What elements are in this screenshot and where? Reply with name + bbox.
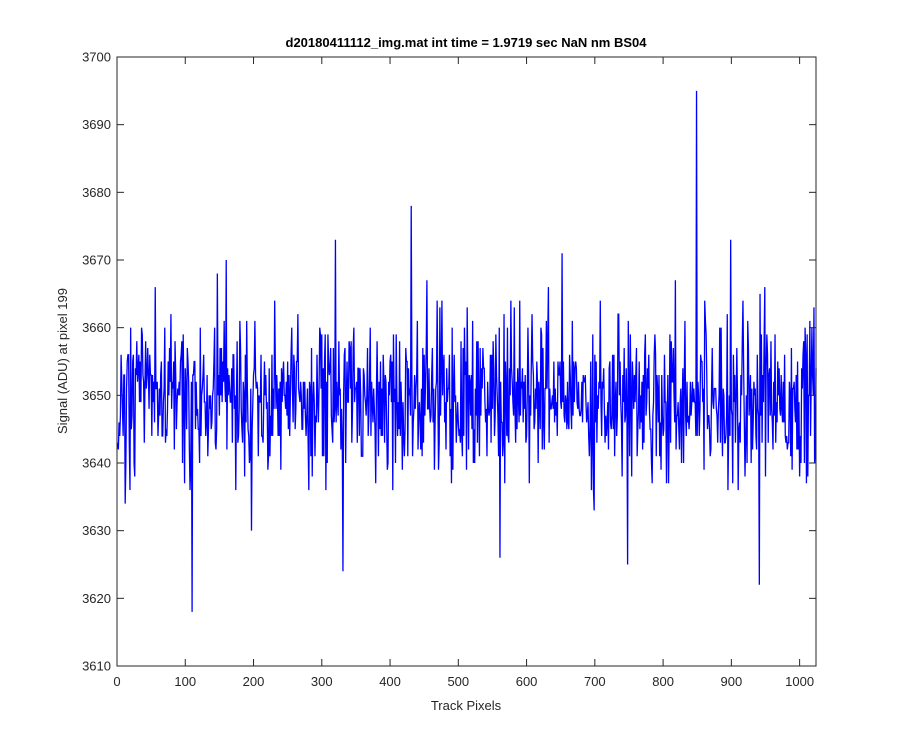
y-tick-label: 3640 [82, 456, 111, 471]
y-tick-label: 3610 [82, 659, 111, 674]
x-tick-label: 500 [447, 674, 469, 689]
y-tick-label: 3690 [82, 117, 111, 132]
x-tick-label: 400 [379, 674, 401, 689]
axes-box [116, 56, 817, 667]
x-tick-label: 200 [243, 674, 265, 689]
y-axis-label: Signal (ADU) at pixel 199 [55, 288, 70, 434]
chart-title: d20180411112_img.mat int time = 1.9719 s… [286, 35, 648, 50]
y-tick-label: 3630 [82, 523, 111, 538]
y-tick-label: 3620 [82, 591, 111, 606]
y-tick-label: 3650 [82, 388, 111, 403]
y-tick-label: 3670 [82, 253, 111, 268]
series-layer [117, 90, 817, 612]
x-tick-label: 300 [311, 674, 333, 689]
x-tick-label: 600 [516, 674, 538, 689]
series-line [117, 90, 817, 612]
x-tick-label: 1000 [785, 674, 814, 689]
y-tick-label: 3680 [82, 185, 111, 200]
x-tick-label: 0 [113, 674, 120, 689]
x-axis-label: Track Pixels [431, 698, 502, 713]
y-tick-group: 3610 3620 3630 3640 3650 3660 3670 3680 3690 3700 [82, 50, 816, 674]
x-tick-group: 0 100 200 300 400 500 600 700 800 900 1000 [113, 57, 814, 689]
x-tick-label: 700 [584, 674, 606, 689]
x-tick-label: 900 [721, 674, 743, 689]
y-tick-label: 3660 [82, 320, 111, 335]
y-tick-label: 3700 [82, 50, 111, 65]
x-tick-label: 800 [652, 674, 674, 689]
x-tick-label: 100 [174, 674, 196, 689]
